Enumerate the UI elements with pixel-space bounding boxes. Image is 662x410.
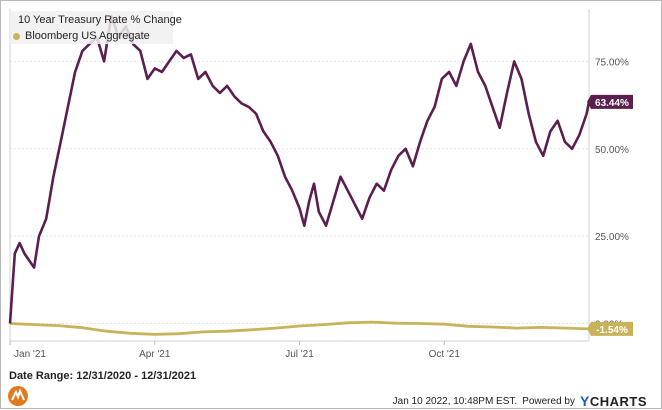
- footer-attribution: Jan 10 2022, 10:48PM EST. Powered by YCH…: [393, 393, 647, 409]
- y-tick-label: 75.00%: [595, 57, 629, 68]
- brand-y: Y: [579, 393, 590, 409]
- x-tick-label: Apr '21: [139, 349, 171, 360]
- y-tick-label: 50.00%: [595, 145, 629, 156]
- powered-by-text: Powered by: [522, 395, 575, 407]
- timestamp: Jan 10 2022, 10:48PM EST.: [392, 395, 518, 407]
- ycharts-brand[interactable]: YCHARTS: [580, 393, 647, 409]
- end-label-bg-treasury: [587, 94, 633, 109]
- end-label-bg-aggregate: [587, 321, 633, 336]
- x-tick-label: Jan '21: [14, 349, 46, 360]
- legend-label-aggregate: Bloomberg US Aggregate: [25, 30, 150, 42]
- legend-item-aggregate[interactable]: Bloomberg US Aggregate: [10, 29, 173, 43]
- brand-rest: CHARTS: [589, 394, 647, 409]
- date-range: Date Range: 12/31/2020 - 12/31/2021: [9, 370, 197, 382]
- series-line-treasury: [8, 14, 591, 324]
- x-tick-label: Jul '21: [285, 349, 314, 360]
- y-tick-label: 25.00%: [595, 232, 629, 243]
- legend-swatch-aggregate: [13, 32, 20, 40]
- end-label-treasury: 63.44%: [595, 98, 629, 109]
- legend: 10 Year Treasury Rate % Change Bloomberg…: [10, 11, 182, 44]
- legend-item-treasury[interactable]: 10 Year Treasury Rate % Change: [10, 13, 182, 27]
- series-line-aggregate: [9, 320, 590, 336]
- ycharts-logo-icon: [8, 386, 28, 406]
- x-tick-label: Oct '21: [429, 349, 461, 360]
- end-label-aggregate: -1.54%: [596, 325, 628, 336]
- legend-label-treasury: 10 Year Treasury Rate % Change: [18, 14, 182, 26]
